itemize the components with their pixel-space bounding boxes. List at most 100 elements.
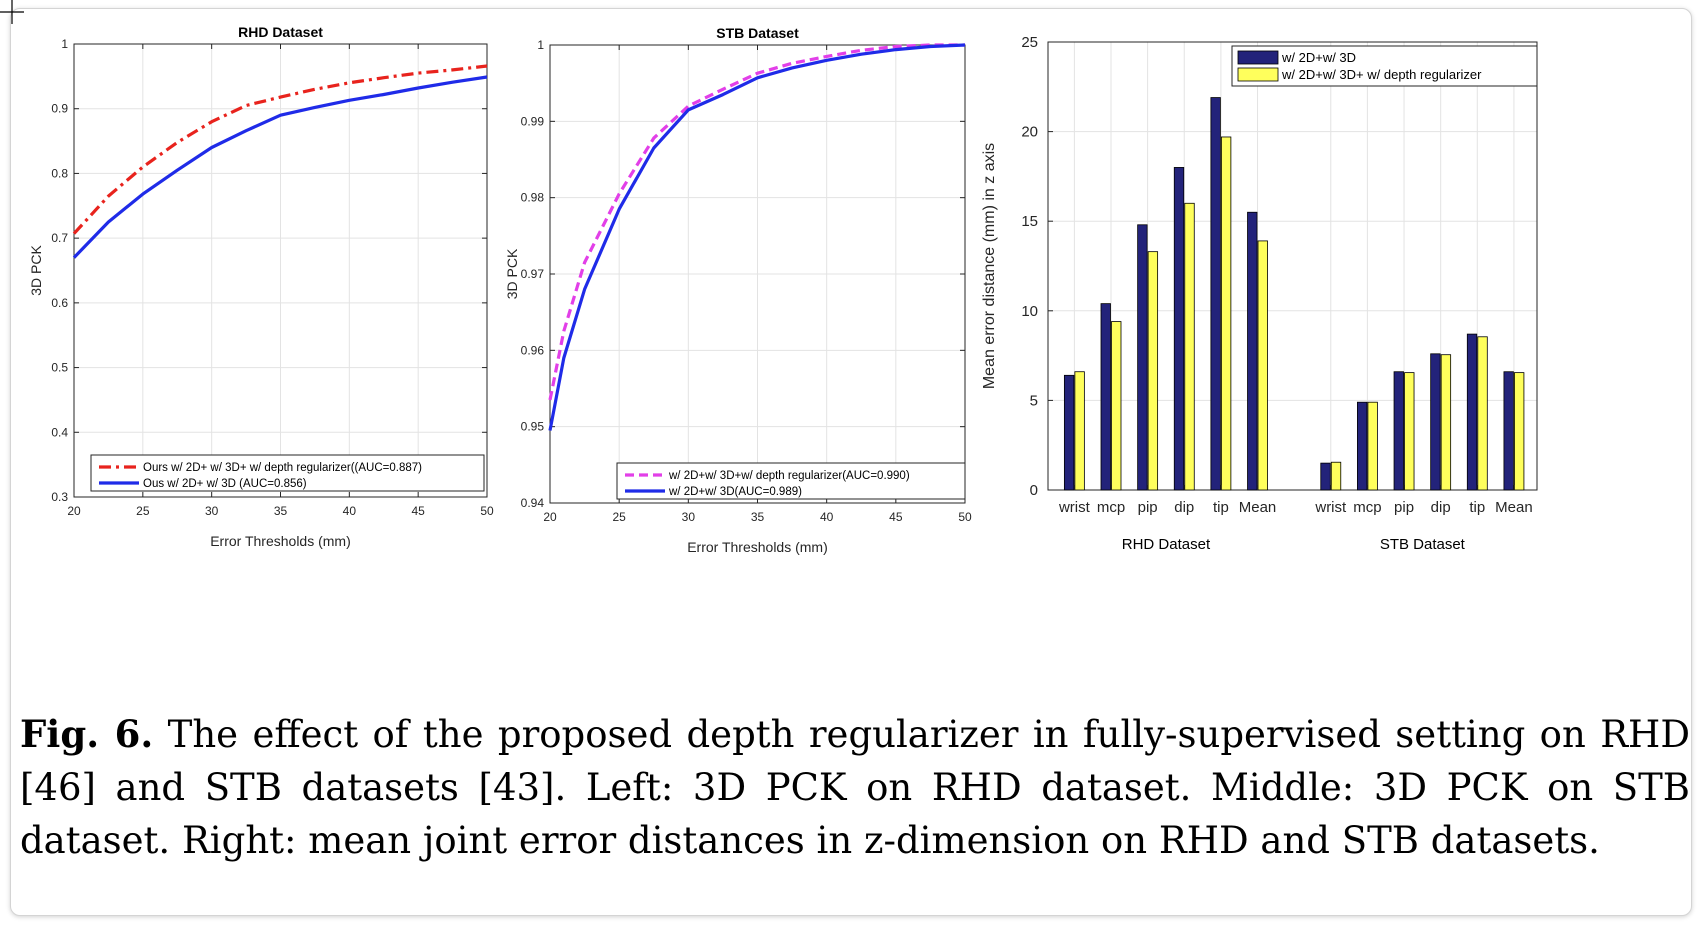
- y-tick-label: 20: [1021, 124, 1038, 141]
- bar-1: [1173, 167, 1185, 491]
- series-line-1: [72, 64, 488, 235]
- plot-frame: [1047, 41, 1538, 491]
- y-tick-label: 1: [61, 37, 68, 51]
- y-tick-label: 0.6: [51, 296, 68, 310]
- x-tick-label: 50: [958, 510, 972, 524]
- bar-2: [1074, 371, 1085, 491]
- bar-2: [1440, 354, 1452, 491]
- y-tick-label: 0.3: [51, 490, 68, 504]
- x-tick-label: 35: [274, 504, 288, 518]
- y-tick-label: 0.99: [521, 114, 545, 128]
- legend-label: Ous w/ 2D+ w/ 3D (AUC=0.856): [143, 478, 307, 490]
- legend-box: [90, 454, 485, 492]
- line-chart-2: 20 25 30 35 40 45 50 0.94 0.95 0.96 0.97 0.98 0.99 1 S…: [504, 25, 972, 555]
- x-tick-label: Mean: [1495, 499, 1533, 516]
- x-tick-label: dip: [1174, 499, 1194, 516]
- bar-1: [1210, 97, 1221, 491]
- bar-1: [1430, 353, 1441, 491]
- bar-1: [1466, 333, 1478, 491]
- x-tick-label: 20: [67, 504, 81, 518]
- x-tick-label: 20: [543, 510, 557, 524]
- bar-1: [1503, 371, 1514, 491]
- bar-2: [1257, 240, 1268, 491]
- x-tick-label: 50: [480, 504, 494, 518]
- legend-swatch: [1237, 50, 1279, 65]
- line-chart-1: 20 25 30 35 40 45 50 0.3 0.4 0.5 0.6 0.7 0.8 0.9 1 RHD …: [28, 24, 494, 549]
- x-tick-label: 40: [343, 504, 357, 518]
- y-tick-label: 0.4: [51, 425, 68, 439]
- bar-2: [1220, 136, 1232, 491]
- bar-2: [1404, 372, 1415, 491]
- y-tick-label: 0.97: [521, 267, 545, 281]
- bar-1: [1320, 462, 1331, 491]
- figure-caption: Fig. 6. The effect of the proposed depth…: [20, 708, 1690, 867]
- legend-label: w/ 2D+w/ 3D: [1281, 50, 1356, 65]
- x-tick-label: tip: [1469, 499, 1485, 516]
- bar-2: [1147, 251, 1159, 491]
- bar-1: [1357, 401, 1368, 491]
- caption-text: The effect of the proposed depth regular…: [20, 713, 1690, 862]
- x-tick-label: pip: [1394, 499, 1414, 516]
- x-tick-label: 35: [751, 510, 765, 524]
- y-tick-label: 0: [1030, 482, 1038, 499]
- y-tick-label: 0.5: [51, 361, 68, 375]
- y-tick-label: 25: [1021, 34, 1038, 51]
- y-tick-label: 0.98: [521, 191, 545, 205]
- chart-title: STB Dataset: [716, 25, 799, 41]
- series-line-1: [548, 43, 965, 401]
- bar-2: [1111, 321, 1122, 491]
- x-tick-label: 25: [612, 510, 626, 524]
- chart-title: RHD Dataset: [238, 24, 323, 40]
- y-tick-label: 0.95: [521, 420, 545, 434]
- y-tick-label: 15: [1021, 213, 1038, 230]
- x-tick-label: tip: [1213, 499, 1229, 516]
- figure-charts: 20 25 30 35 40 45 500.30.40.50.60.70.80.91RHD …: [28, 24, 1538, 555]
- legend-box: [616, 462, 966, 500]
- y-tick-label: 1: [537, 38, 544, 52]
- y-tick-label: 0.9: [51, 102, 68, 116]
- x-tick-label: 45: [889, 510, 903, 524]
- x-tick-label: mcp: [1097, 499, 1125, 516]
- y-tick-label: 0.94: [521, 496, 545, 510]
- bar-1: [1393, 371, 1404, 491]
- bar-1: [1063, 374, 1075, 491]
- legend-label: w/ 2D+w/ 3D(AUC=0.989): [668, 486, 802, 498]
- y-axis-label: Mean error distance (mm) in z axis: [981, 143, 998, 389]
- x-tick-label: 30: [205, 504, 219, 518]
- x-tick-label: dip: [1431, 499, 1451, 516]
- x-tick-label: 45: [411, 504, 425, 518]
- y-tick-label: 0.96: [521, 343, 545, 357]
- bar-1: [1137, 224, 1148, 491]
- bar-2: [1330, 461, 1342, 491]
- x-axis-label: Error Thresholds (mm): [687, 539, 828, 555]
- y-tick-label: 10: [1021, 303, 1038, 320]
- x-tick-label: 40: [820, 510, 834, 524]
- y-axis-label: 3D PCK: [504, 248, 520, 299]
- x-tick-label: 25: [136, 504, 150, 518]
- legend-label: w/ 2D+w/ 3D+ w/ depth regularizer: [1281, 67, 1482, 82]
- bar-1: [1100, 303, 1111, 491]
- x-tick-label: mcp: [1353, 499, 1381, 516]
- legend-box: [1231, 45, 1538, 87]
- legend-label: Ours w/ 2D+ w/ 3D+ w/ depth regularizer(…: [143, 462, 422, 474]
- series-line-2: [548, 43, 966, 431]
- bar-2: [1514, 372, 1525, 491]
- y-axis-label: 3D PCK: [28, 245, 44, 296]
- x-tick-label: 30: [682, 510, 696, 524]
- crosshair-cursor-icon: [0, 0, 24, 24]
- y-tick-label: 5: [1030, 392, 1038, 409]
- legend-swatch: [1237, 67, 1279, 82]
- group-label: RHD Dataset: [1122, 536, 1211, 553]
- legend-label: w/ 2D+w/ 3D+w/ depth regularizer(AUC=0.9…: [668, 470, 910, 482]
- bar-2: [1184, 202, 1195, 491]
- y-tick-label: 0.7: [51, 231, 68, 245]
- x-tick-label: Mean: [1239, 499, 1277, 516]
- x-tick-label: pip: [1138, 499, 1158, 516]
- y-tick-label: 0.8: [51, 166, 68, 180]
- bar-1: [1247, 211, 1258, 491]
- group-label: STB Dataset: [1380, 536, 1466, 553]
- bar-2: [1477, 336, 1488, 491]
- x-axis-label: Error Thresholds (mm): [210, 533, 351, 549]
- bar-2: [1367, 401, 1378, 491]
